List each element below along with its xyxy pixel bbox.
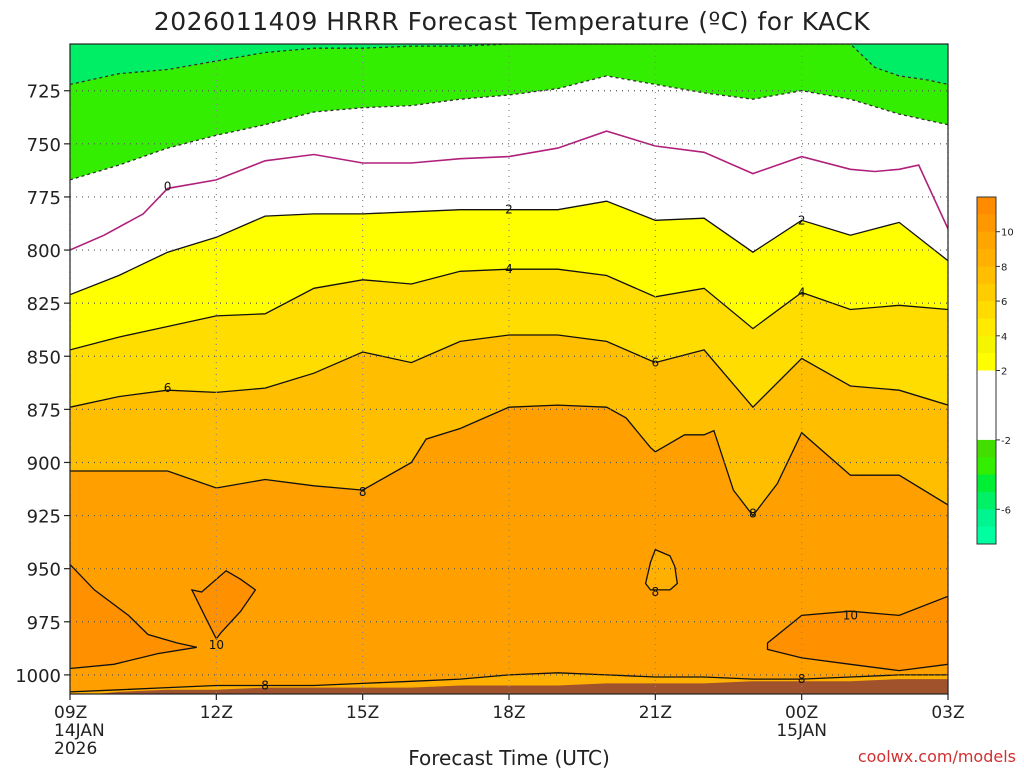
colorbar-band--7 <box>977 509 996 528</box>
contour-label-10-9-0: 10 <box>209 638 224 652</box>
plot-area: 0 2 2 4 4 6 6 8 8 8 10 10 8 8 <box>69 43 949 695</box>
colorbar-band--5 <box>977 474 996 493</box>
colorbar-band-7 <box>977 266 996 285</box>
colorbar-band-6 <box>977 283 996 302</box>
colorbar-label-10: 10 <box>1001 228 1014 239</box>
xtick-label-0-0: 09Z <box>54 703 87 723</box>
xtick-label-0-2: 2026 <box>54 739 97 759</box>
colorbar-band-0 <box>977 370 996 406</box>
colorbar-band--3 <box>977 439 996 458</box>
contour-label-2-3-0: 2 <box>505 203 513 217</box>
ytick-label-850: 850 <box>27 347 61 368</box>
colorbar-label-2: 2 <box>1001 367 1007 378</box>
contour-line-4-4 <box>70 268 948 351</box>
contour-label-8-11-0: 8 <box>261 679 269 693</box>
colorbar-band-4 <box>977 318 996 337</box>
contour-line-10-9 <box>190 570 257 641</box>
xtick-label-6-0: 15Z <box>346 703 379 723</box>
contour-line-8-6 <box>70 404 948 517</box>
ytick-label-950: 950 <box>27 560 61 581</box>
band-fill-6-8 <box>70 335 948 516</box>
colorbar-band-3 <box>977 335 996 354</box>
ytick-label-900: 900 <box>27 453 61 474</box>
xtick-label-9-0: 18Z <box>492 703 525 723</box>
contour-label-2-3-1: 2 <box>798 213 806 227</box>
chart-title: 2026011409 HRRR Forecast Temperature (ºC… <box>154 7 870 36</box>
colorbar-label-8: 8 <box>1001 262 1007 273</box>
contour-label-0-2-0: 0 <box>164 179 172 193</box>
ytick-label-800: 800 <box>27 241 61 262</box>
gridlines <box>69 44 949 694</box>
contour-line-10-8 <box>70 563 197 670</box>
ytick-label-875: 875 <box>27 400 61 421</box>
ground-terrain <box>94 679 948 694</box>
ytick-label-925: 925 <box>27 507 61 528</box>
contour-label-8-7-0: 8 <box>652 585 660 599</box>
band-fill-zero-region <box>70 75 948 295</box>
contour-line-2-3 <box>70 200 948 296</box>
colorbar-band--4 <box>977 457 996 476</box>
colorbar-label--2: -2 <box>1001 436 1011 447</box>
contour-label-8-6-0: 8 <box>359 485 367 499</box>
band-fill-neg6 <box>70 44 948 85</box>
xtick-label-0-1: 14JAN <box>54 721 105 741</box>
xtick-label-12-0: 21Z <box>639 703 672 723</box>
contour-line-10-10 <box>766 595 948 672</box>
ytick-label-975: 975 <box>27 613 61 634</box>
ytick-label-825: 825 <box>27 294 61 315</box>
colorbar-band--6 <box>977 491 996 510</box>
contour-label-8-6-1: 8 <box>749 506 757 520</box>
colorbar-band--2 <box>977 405 996 441</box>
credit-link[interactable]: coolwx.com/models <box>858 747 1016 766</box>
colorbar-band--8 <box>977 526 996 545</box>
contour-line--2-0 <box>70 75 948 181</box>
colorbar-label--6: -6 <box>1001 505 1011 516</box>
contour-lines <box>70 44 948 693</box>
xtick-label-15-0: 00Z <box>785 703 818 723</box>
x-axis-label: Forecast Time (UTC) <box>408 746 610 768</box>
colorbar-band-9 <box>977 231 996 250</box>
contour-line--6-1 <box>70 44 948 86</box>
contour-label-6-5-0: 6 <box>164 381 172 395</box>
contour-line-0-2 <box>70 130 948 251</box>
band-fill-2-4 <box>70 201 948 350</box>
ytick-label-1000: 1000 <box>15 666 61 687</box>
colorbar-band-10 <box>977 214 996 233</box>
band-fill-8-pocket-0 <box>645 549 678 590</box>
colorbar-band-11 <box>977 197 996 215</box>
colorbar-band-8 <box>977 249 996 267</box>
ytick-label-775: 775 <box>27 188 61 209</box>
contour-label-4-4-1: 4 <box>798 286 806 300</box>
ytick-label-750: 750 <box>27 135 61 156</box>
xtick-label-3-0: 12Z <box>200 703 233 723</box>
contour-label-8-11-1: 8 <box>798 672 806 686</box>
colorbar-label-4: 4 <box>1001 332 1007 343</box>
y-axis: 725 750 775 800 825 850 875 900 925 950 975 1000 <box>15 82 70 687</box>
colorbar-band-5 <box>977 301 996 319</box>
contour-label-4-4-0: 4 <box>505 262 513 276</box>
band-fill-10-0 <box>70 564 197 669</box>
xtick-label-15-1: 15JAN <box>776 721 827 741</box>
ytick-label-725: 725 <box>27 82 61 103</box>
contour-label-6-5-1: 6 <box>652 356 660 370</box>
contour-line-8-7 <box>644 548 678 591</box>
band-fill-4-6 <box>70 269 948 408</box>
colorbar-label-6: 6 <box>1001 297 1007 308</box>
contour-label-10-10-0: 10 <box>843 608 858 622</box>
band-fill-neg2 <box>70 44 948 180</box>
colorbar: 10 8 6 4 2 -2 -6 <box>976 196 1014 545</box>
contour-labels: 0 2 2 4 4 6 6 8 8 8 10 10 8 8 <box>164 179 858 692</box>
colorbar-band-2 <box>977 353 996 371</box>
xtick-label-18-0: 03Z <box>931 703 964 723</box>
